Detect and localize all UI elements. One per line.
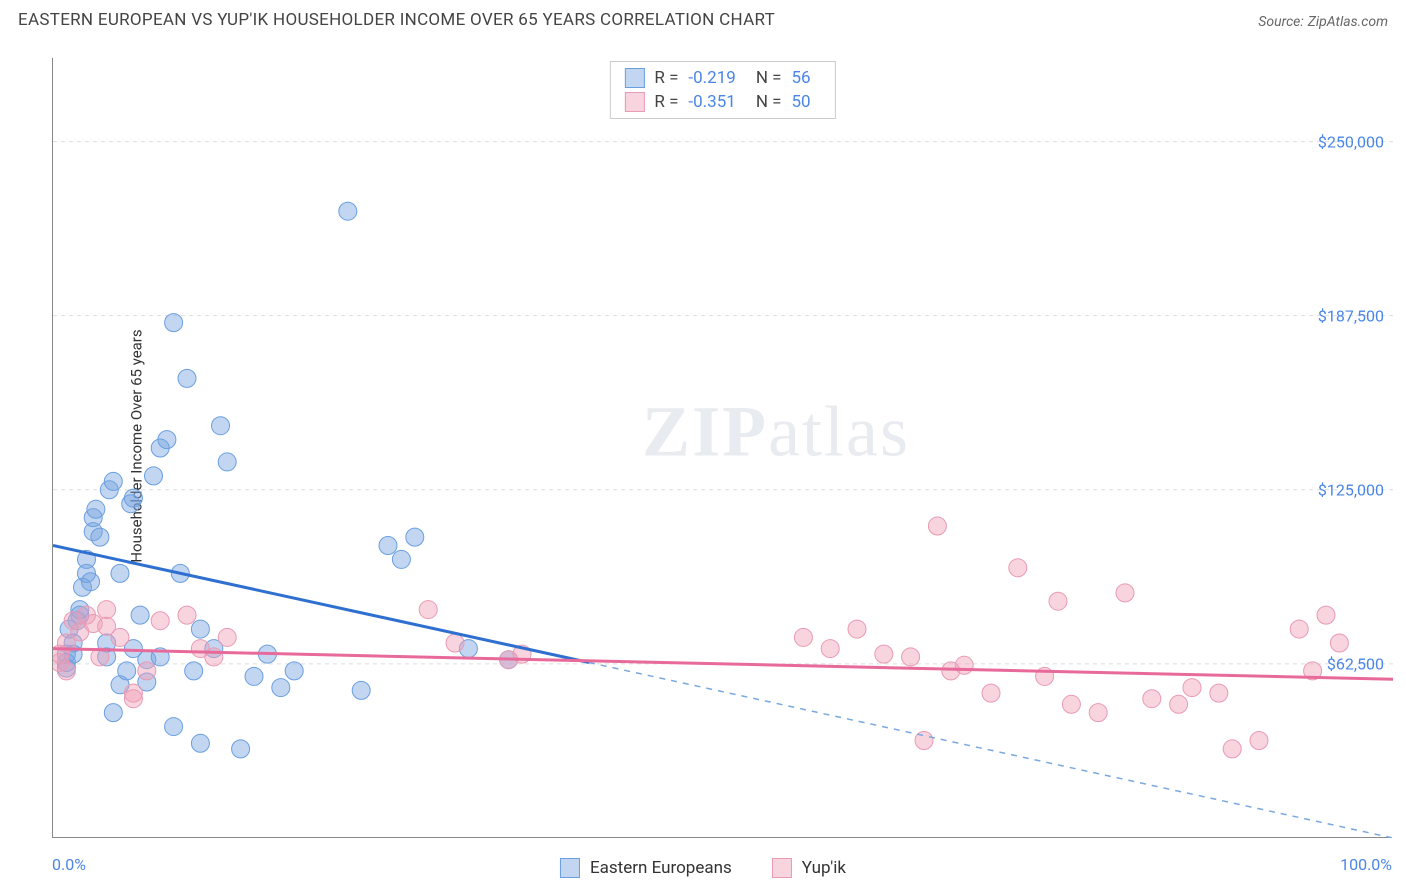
y-tick-label: $62,500 [1327, 654, 1384, 673]
r-value-0: -0.219 [688, 68, 735, 88]
legend-label-1: Yup'ik [802, 858, 846, 878]
y-tick-label: $250,000 [1318, 132, 1384, 151]
bottom-legend: Eastern Europeans Yup'ik [560, 858, 846, 878]
n-value-1: 50 [792, 92, 811, 112]
r-label: R = [654, 68, 678, 88]
x-axis-label-min: 0.0% [52, 855, 86, 874]
chart-container: ZIPatlas R = -0.219 N = 56 R = -0.351 N … [52, 58, 1392, 838]
source-value: ZipAtlas.com [1308, 14, 1388, 30]
source: Source: ZipAtlas.com [1258, 11, 1388, 30]
swatch-series-1 [624, 92, 644, 112]
scatter-plot-svg [53, 58, 1393, 838]
stats-row-series-0: R = -0.219 N = 56 [624, 66, 820, 90]
x-axis-label-max: 100.0% [1340, 855, 1392, 874]
plot-area: ZIPatlas R = -0.219 N = 56 R = -0.351 N … [52, 58, 1392, 838]
y-tick-label: $125,000 [1318, 480, 1384, 499]
swatch-series-0 [624, 68, 644, 88]
y-tick-label: $187,500 [1318, 306, 1384, 325]
n-label: N = [756, 68, 782, 88]
n-value-0: 56 [792, 68, 811, 88]
stats-legend-box: R = -0.219 N = 56 R = -0.351 N = 50 [609, 61, 835, 119]
n-label: N = [756, 92, 782, 112]
legend-item-1: Yup'ik [772, 858, 846, 878]
legend-item-0: Eastern Europeans [560, 858, 732, 878]
legend-label-0: Eastern Europeans [590, 858, 732, 878]
source-label: Source: [1258, 14, 1303, 30]
r-label: R = [654, 92, 678, 112]
legend-swatch-0 [560, 858, 580, 878]
stats-row-series-1: R = -0.351 N = 50 [624, 90, 820, 114]
r-value-1: -0.351 [688, 92, 735, 112]
legend-swatch-1 [772, 858, 792, 878]
chart-title: EASTERN EUROPEAN VS YUP'IK HOUSEHOLDER I… [18, 10, 775, 30]
